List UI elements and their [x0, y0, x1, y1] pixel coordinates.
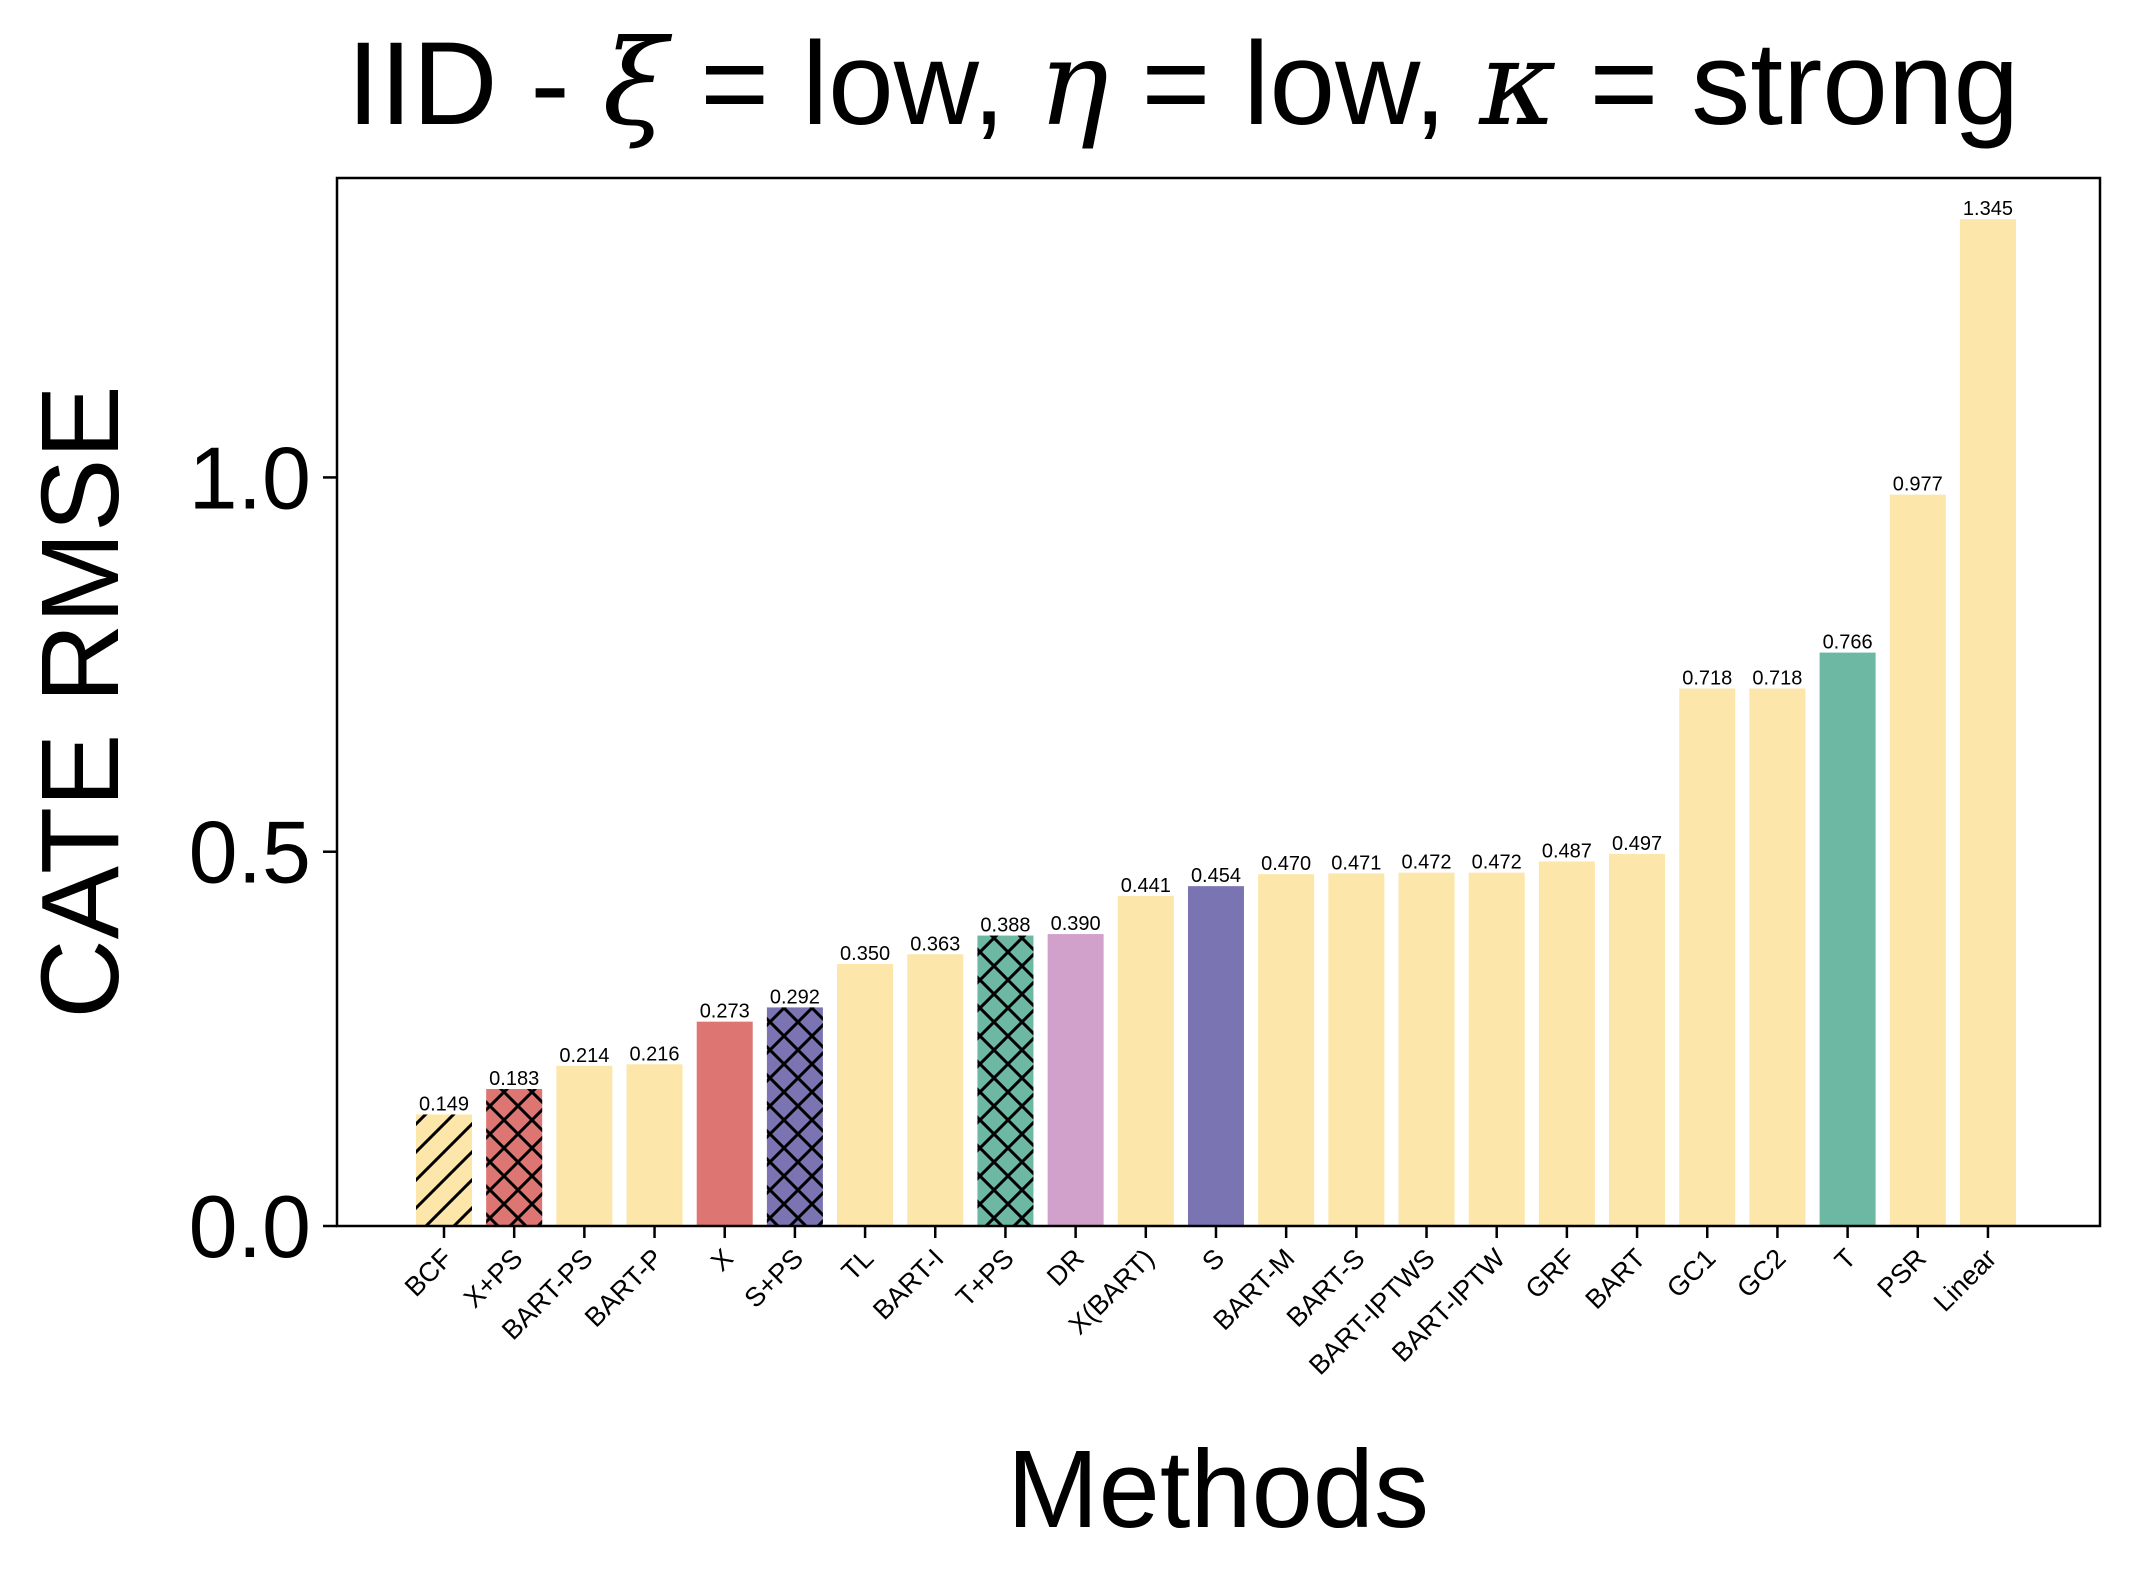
bar-bart-iptws	[1398, 872, 1455, 1226]
value-label-bart-ps: 0.214	[559, 1045, 609, 1067]
value-label-gc1: 0.718	[1682, 668, 1732, 690]
bar-grf	[1538, 861, 1595, 1226]
x-tick-label-bcf: BCF	[399, 1243, 458, 1302]
value-label-bart: 0.497	[1612, 833, 1662, 855]
value-label-x: 0.273	[700, 1001, 750, 1023]
value-label-bart-iptws: 0.472	[1401, 852, 1451, 874]
bar-bart-p	[626, 1064, 683, 1226]
bar-t	[1819, 652, 1876, 1226]
x-tick-label-t-ps: T+PS	[950, 1243, 1019, 1312]
bar-bart-m	[1258, 874, 1315, 1226]
x-tick-label-psr: PSR	[1872, 1243, 1932, 1303]
value-label-linear: 1.345	[1963, 198, 2013, 220]
value-label-t: 0.766	[1823, 632, 1873, 654]
x-tick-label-bart-p: BART-P	[579, 1243, 669, 1333]
chart-title: IID - ξ = low, η = low, κ = strong	[347, 14, 2019, 152]
bar-s	[1187, 886, 1244, 1226]
bar-bart-s	[1328, 873, 1385, 1226]
value-label-bart-p: 0.216	[630, 1043, 680, 1065]
bar-bart-ps	[556, 1065, 613, 1226]
bar-dr	[1047, 934, 1104, 1226]
bar-gc1	[1679, 688, 1736, 1226]
value-label-tl: 0.350	[840, 943, 890, 965]
value-label-x-ps: 0.183	[489, 1068, 539, 1090]
bar-hatch-s-ps	[766, 1007, 823, 1226]
value-label-grf: 0.487	[1542, 840, 1592, 862]
x-axis-title: Methods	[1007, 1428, 1429, 1551]
value-label-gc2: 0.718	[1752, 668, 1802, 690]
bar-x	[696, 1021, 753, 1226]
y-axis: 0.0 0.5 1.0	[189, 428, 337, 1276]
value-label-bcf: 0.149	[419, 1093, 469, 1115]
x-tick-label-gc2: GC2	[1731, 1243, 1791, 1303]
bar-psr	[1889, 494, 1946, 1226]
bar-hatch-bcf	[416, 1114, 472, 1226]
x-tick-label-bart-i: BART-I	[867, 1243, 949, 1325]
y-tick-label: 1.0	[189, 428, 311, 527]
value-labels: 0.149 0.183 0.214 0.216 0.273 0.292 0.350 0.363…	[419, 198, 2013, 1115]
bars	[416, 219, 2016, 1226]
value-label-s: 0.454	[1191, 865, 1241, 887]
x-tick-label-t: T	[1829, 1243, 1862, 1276]
x-tick-label-x: X	[705, 1243, 739, 1277]
value-label-bart-i: 0.363	[910, 933, 960, 955]
value-label-psr: 0.977	[1893, 474, 1943, 496]
value-label-bart-s: 0.471	[1331, 852, 1381, 874]
x-tick-label-tl: TL	[836, 1243, 879, 1286]
x-tick-label-grf: GRF	[1520, 1243, 1582, 1305]
bar-x-bart	[1117, 895, 1174, 1226]
x-tick-label-bart: BART	[1580, 1243, 1652, 1315]
bar-hatch-x-ps	[486, 1089, 543, 1226]
x-tick-label-s-ps: S+PS	[739, 1243, 810, 1314]
value-label-t-ps: 0.388	[980, 915, 1030, 937]
value-label-dr: 0.390	[1051, 913, 1101, 935]
value-label-s-ps: 0.292	[770, 986, 820, 1008]
x-tick-label-linear: Linear	[1928, 1243, 2002, 1317]
bar-gc2	[1749, 688, 1806, 1226]
y-tick-label: 0.0	[189, 1177, 311, 1276]
x-tick-label-dr: DR	[1041, 1243, 1090, 1292]
y-axis-title: CATE RMSE	[19, 385, 142, 1019]
value-label-x-bart: 0.441	[1121, 875, 1171, 897]
x-tick-label-s: S	[1196, 1243, 1230, 1277]
plot-frame	[335, 176, 2102, 1228]
value-label-bart-m: 0.470	[1261, 853, 1311, 875]
bar-tl	[837, 964, 894, 1226]
bar-linear	[1959, 219, 2016, 1226]
y-tick-label: 0.5	[189, 803, 311, 902]
bar-bart-i	[907, 954, 964, 1226]
bar-bart-iptw	[1468, 872, 1525, 1226]
bar-hatch-t-ps	[977, 935, 1034, 1226]
bar-bart	[1609, 853, 1666, 1226]
value-label-bart-iptw: 0.472	[1472, 852, 1522, 874]
x-tick-label-gc1: GC1	[1661, 1243, 1721, 1303]
